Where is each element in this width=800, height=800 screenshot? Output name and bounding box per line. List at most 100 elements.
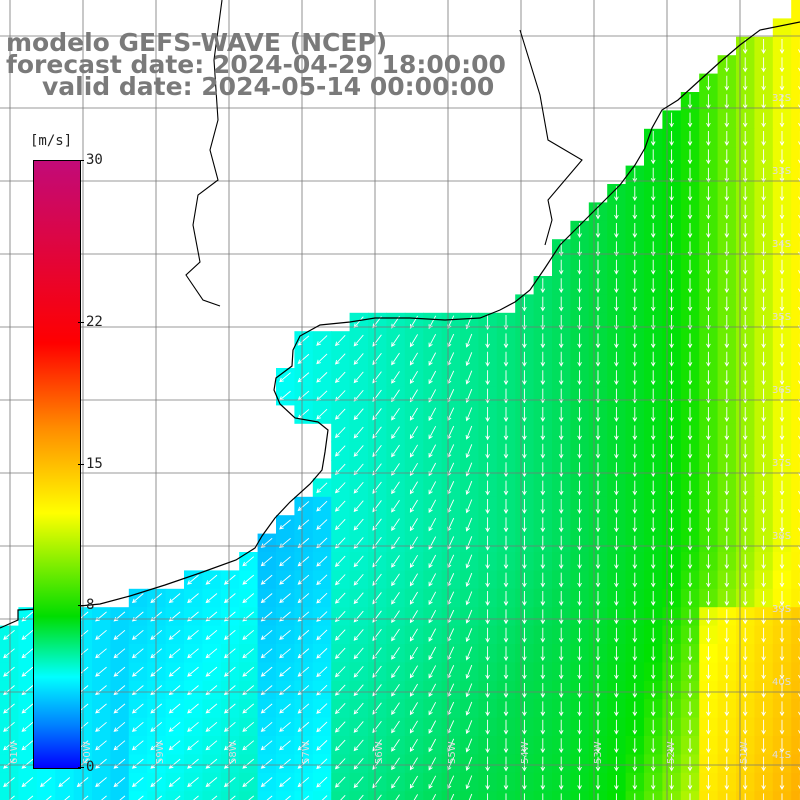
wind-arrow: [316, 703, 328, 714]
wind-arrow: [632, 609, 638, 625]
wind-arrow: [614, 719, 619, 735]
wind-arrow: [428, 573, 437, 587]
wind-arrow: [485, 443, 490, 459]
wind-arrow: [632, 480, 638, 496]
wind-arrow: [428, 738, 437, 753]
wind-arrow: [687, 167, 693, 183]
wind-arrow: [632, 241, 638, 257]
wind-arrow: [614, 296, 619, 312]
wind-arrow: [503, 738, 509, 754]
wind-arrow: [632, 646, 638, 662]
wind-arrow: [21, 758, 34, 769]
wind-arrow: [632, 554, 638, 570]
wind-arrow: [485, 480, 490, 496]
wind-arrow: [540, 407, 546, 422]
wind-arrow: [248, 795, 255, 800]
wind-arrow: [761, 572, 766, 588]
wind-arrow: [558, 259, 564, 275]
wind-cell: [184, 791, 203, 800]
wind-arrow: [779, 370, 785, 386]
wind-cell: [791, 128, 800, 148]
wind-arrow: [650, 627, 656, 643]
wind-arrow: [428, 720, 437, 734]
wind-cell: [791, 276, 800, 295]
wind-arrow: [242, 648, 255, 659]
wind-arrow: [21, 666, 34, 677]
wind-arrow: [687, 664, 693, 680]
latitude-label: 39S: [772, 604, 791, 615]
wind-arrow: [798, 112, 800, 127]
wind-arrow: [39, 777, 52, 788]
wind-arrow: [260, 740, 273, 751]
wind-arrow: [650, 591, 656, 606]
wind-arrow: [706, 719, 711, 735]
wind-arrow: [487, 793, 489, 800]
wind-arrow: [540, 370, 546, 386]
wind-arrow: [798, 480, 800, 495]
wind-arrow: [687, 259, 693, 275]
wind-arrow: [334, 666, 346, 678]
wind-arrow: [706, 296, 711, 312]
wind-arrow: [334, 684, 346, 696]
wind-arrow: [503, 646, 509, 662]
longitude-label: 55W: [447, 741, 458, 764]
wind-arrow: [542, 793, 544, 800]
wind-arrow: [485, 407, 490, 422]
wind-arrow: [761, 701, 766, 717]
wind-arrow: [706, 609, 711, 625]
wind-arrow: [316, 740, 328, 751]
wind-arrow: [687, 204, 693, 220]
wind-arrow: [724, 223, 730, 238]
wind-arrow: [409, 352, 418, 366]
wind-arrow: [372, 518, 382, 531]
wind-arrow: [577, 591, 582, 606]
wind-arrow: [632, 664, 638, 680]
wind-arrow: [595, 627, 601, 643]
wind-arrow: [316, 556, 328, 567]
wind-arrow: [503, 370, 509, 386]
wind-arrow: [316, 776, 328, 788]
wind-arrow: [316, 758, 328, 770]
wind-arrow: [522, 719, 527, 735]
colorbar-label: 0: [86, 759, 95, 775]
wind-arrow: [391, 775, 400, 789]
latitude-label: 38S: [772, 531, 791, 542]
wind-cell: [791, 92, 800, 111]
wind-arrow: [632, 683, 638, 698]
wind-arrow: [669, 719, 674, 735]
wind-arrow: [687, 131, 693, 146]
wind-arrow: [372, 684, 382, 697]
wind-arrow: [372, 352, 382, 366]
wind-arrow: [465, 499, 473, 514]
colorbar-tick: [78, 605, 84, 607]
wind-arrow: [503, 591, 509, 606]
wind-arrow: [279, 703, 291, 714]
wind-arrow: [761, 351, 766, 367]
wind-arrow: [724, 131, 730, 146]
wind-arrow: [409, 426, 418, 440]
wind-arrow: [391, 702, 400, 715]
wind-arrow: [131, 721, 144, 732]
wind-arrow: [465, 536, 473, 551]
wind-arrow: [742, 683, 748, 698]
wind-arrow: [522, 517, 527, 533]
colorbar-label: 30: [86, 152, 103, 168]
wind-arrow: [706, 223, 711, 238]
wind-arrow: [372, 628, 382, 642]
wind-arrow: [260, 611, 273, 622]
wind-cell: [92, 791, 111, 800]
wind-arrow: [409, 573, 418, 587]
wind-arrow: [391, 518, 400, 531]
wind-arrow: [260, 777, 273, 788]
wind-arrow: [669, 517, 674, 533]
wind-cell: [791, 331, 800, 351]
wind-arrow: [650, 131, 656, 146]
wind-arrow: [724, 664, 730, 680]
wind-arrow: [798, 517, 800, 532]
wind-arrow: [522, 425, 527, 441]
wind-arrow: [428, 646, 437, 661]
wind-arrow: [761, 646, 766, 662]
wind-arrow: [577, 738, 582, 754]
wind-arrow: [353, 702, 364, 715]
wind-arrow: [595, 223, 601, 238]
